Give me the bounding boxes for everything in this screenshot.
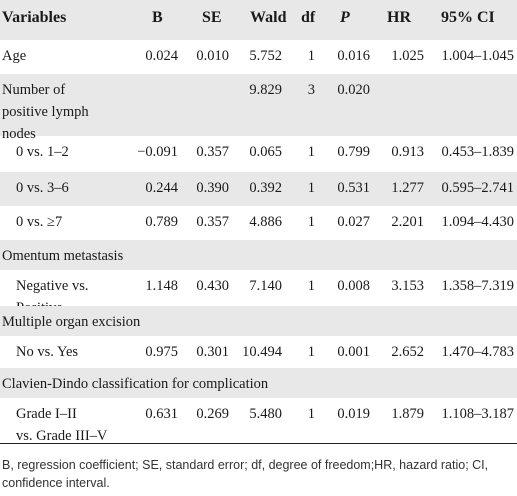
- cell-wald: 0.392: [249, 180, 282, 196]
- row-label: No vs. Yes: [16, 341, 78, 363]
- header-variables: Variables: [2, 9, 67, 26]
- cell-ci: 1.004–1.045: [441, 48, 515, 64]
- cell-p: 0.027: [337, 214, 370, 230]
- cell-wald: 4.886: [249, 214, 282, 230]
- row-label-line: Clavien-Dindo classification for complic…: [2, 376, 269, 392]
- row-label-line: Number of: [2, 82, 66, 98]
- cell-se: 0.357: [196, 214, 229, 230]
- cell-se: 0.357: [196, 144, 229, 160]
- row-label: 0 vs. 3–6: [16, 177, 69, 199]
- table-bottom-rule: [0, 443, 517, 444]
- cell-p: 0.016: [337, 48, 370, 64]
- cell-b: 0.631: [145, 406, 178, 422]
- cell-hr: 1.879: [391, 406, 424, 422]
- cell-p: 0.001: [337, 344, 370, 360]
- header-p: P: [340, 9, 350, 26]
- cell-df: 1: [307, 144, 315, 160]
- row-label-line: 0 vs. 3–6: [16, 180, 69, 196]
- table-row: Clavien-Dindo classification for complic…: [0, 368, 517, 398]
- table-row: Age 0.024 0.010 5.752 1 0.016 1.025 1.004–1.045: [0, 40, 517, 74]
- table-row: 0 vs. 1–2 −0.091 0.357 0.065 1 0.799 0.913 0.45…: [0, 136, 517, 172]
- row-label-line: Grade I–II: [16, 406, 77, 422]
- row-label: Grade I–II vs. Grade III–V: [16, 403, 107, 447]
- cell-df: 1: [307, 214, 315, 230]
- table-header: Variables B SE Wald df P HR 95% CI: [0, 0, 517, 40]
- cell-hr: 2.201: [391, 214, 424, 230]
- cell-p: 0.008: [337, 278, 370, 294]
- cell-df: 1: [307, 180, 315, 196]
- table-row: 0 vs. 3–6 0.244 0.390 0.392 1 0.531 1.277 0.595…: [0, 172, 517, 206]
- cell-hr: 0.913: [391, 144, 424, 160]
- row-label-line: nodes: [2, 126, 36, 142]
- row-label-line: 0 vs. ≥7: [16, 214, 63, 230]
- cell-df: 3: [307, 82, 315, 98]
- table-row: Multiple organ excision: [0, 306, 517, 336]
- cell-hr: 1.025: [391, 48, 424, 64]
- cell-wald: 9.829: [249, 82, 282, 98]
- cell-df: 1: [307, 278, 315, 294]
- cell-wald: 5.480: [249, 406, 282, 422]
- row-label-line: Negative vs.: [16, 278, 89, 294]
- cell-b: −0.091: [137, 144, 178, 160]
- cell-wald: 7.140: [249, 278, 282, 294]
- cell-wald: 5.752: [249, 48, 282, 64]
- cell-b: 0.975: [145, 344, 178, 360]
- cell-wald: 10.494: [242, 344, 282, 360]
- cell-ci: 1.094–4.430: [441, 214, 515, 230]
- table-footnote: B, regression coefficient; SE, standard …: [2, 458, 489, 490]
- row-label-line: No vs. Yes: [16, 344, 79, 360]
- cell-df: 1: [307, 344, 315, 360]
- cell-b: 0.244: [145, 180, 178, 196]
- table-row: 0 vs. ≥7 0.789 0.357 4.886 1 0.027 2.201 1.094–…: [0, 206, 517, 240]
- cell-b: 0.789: [145, 214, 178, 230]
- header-hr: HR: [387, 9, 411, 26]
- cell-hr: 1.277: [391, 180, 424, 196]
- cell-p: 0.531: [337, 180, 370, 196]
- header-se: SE: [202, 9, 222, 26]
- cell-se: 0.430: [196, 278, 229, 294]
- cell-se: 0.269: [196, 406, 229, 422]
- cell-hr: 2.652: [391, 344, 424, 360]
- cell-b: 0.024: [145, 48, 178, 64]
- cell-se: 0.301: [196, 344, 229, 360]
- table-row: Grade I–II vs. Grade III–V 0.631 0.269 5.480…: [0, 398, 517, 444]
- row-label: Age: [2, 45, 26, 67]
- cell-ci: 1.470–4.783: [441, 344, 515, 360]
- row-label: Omentum metastasis: [2, 245, 123, 267]
- cell-hr: 3.153: [391, 278, 424, 294]
- row-label: 0 vs. ≥7: [16, 211, 62, 233]
- row-label-line: Multiple organ excision: [2, 314, 141, 330]
- cell-b: 1.148: [145, 278, 178, 294]
- row-label: Clavien-Dindo classification for complic…: [2, 373, 268, 395]
- cell-p: 0.020: [337, 82, 370, 98]
- cell-ci: 1.358–7.319: [441, 278, 515, 294]
- row-label-line: Age: [2, 48, 27, 64]
- header-ci: 95% CI: [441, 9, 495, 26]
- row-label: Number of positive lymph nodes: [2, 79, 89, 145]
- row-label: Multiple organ excision: [2, 311, 140, 333]
- row-label-line: 0 vs. 1–2: [16, 144, 69, 160]
- row-label: 0 vs. 1–2: [16, 141, 69, 163]
- row-label-line: Omentum metastasis: [2, 248, 124, 264]
- cell-df: 1: [307, 406, 315, 422]
- cell-p: 0.019: [337, 406, 370, 422]
- cell-wald: 0.065: [249, 144, 282, 160]
- table-row: Negative vs.Positive1.1480.4307.14010.00…: [0, 270, 517, 316]
- header-wald: Wald: [250, 9, 287, 26]
- cell-se: 0.010: [196, 48, 229, 64]
- table-row: Number of positive lymph nodes 9.829 3 0.020: [0, 74, 517, 142]
- cell-ci: 1.108–3.187: [441, 406, 515, 422]
- cell-ci: 0.453–1.839: [441, 144, 515, 160]
- row-label-line: vs. Grade III–V: [16, 428, 108, 444]
- row-label-line: positive lymph: [2, 104, 89, 120]
- cell-se: 0.390: [196, 180, 229, 196]
- header-df: df: [301, 9, 316, 26]
- cell-df: 1: [307, 48, 315, 64]
- header-b: B: [152, 9, 163, 26]
- cell-p: 0.799: [337, 144, 370, 160]
- cell-ci: 0.595–2.741: [441, 180, 515, 196]
- table-row: Omentum metastasis: [0, 240, 517, 270]
- table-row: No vs. Yes 0.975 0.301 10.494 1 0.001 2.652 1.4…: [0, 336, 517, 368]
